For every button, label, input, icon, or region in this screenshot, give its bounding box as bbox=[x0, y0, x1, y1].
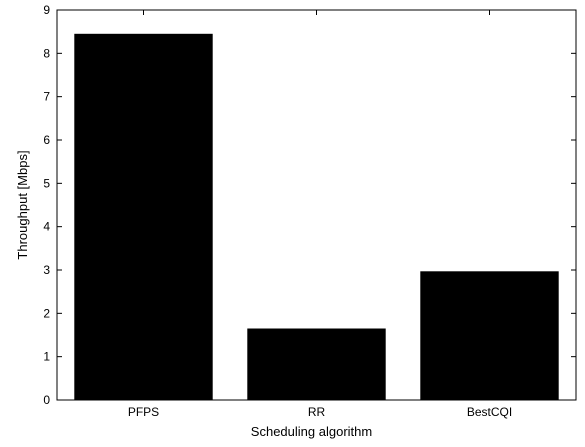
x-tick-label: PFPS bbox=[128, 405, 159, 419]
y-tick-label: 8 bbox=[43, 46, 50, 60]
y-axis-label: Throughput [Mbps] bbox=[15, 150, 30, 259]
y-axis-ticks: 0 1 2 3 4 5 6 7 8 9 bbox=[43, 3, 576, 407]
x-axis-label: Scheduling algorithm bbox=[251, 424, 372, 439]
y-tick-label: 2 bbox=[43, 306, 50, 320]
y-tick-label: 9 bbox=[43, 3, 50, 17]
x-tick-label: BestCQI bbox=[467, 405, 512, 419]
y-tick-label: 0 bbox=[43, 393, 50, 407]
x-axis-ticks: PFPS RR BestCQI bbox=[128, 10, 512, 419]
y-tick-label: 3 bbox=[43, 263, 50, 277]
y-tick-label: 7 bbox=[43, 90, 50, 104]
y-tick-label: 1 bbox=[43, 350, 50, 364]
x-tick-label: RR bbox=[308, 405, 326, 419]
bar-pfps bbox=[74, 33, 213, 401]
y-tick-label: 6 bbox=[43, 133, 50, 147]
bars-group bbox=[74, 33, 559, 401]
y-tick-label: 4 bbox=[43, 220, 50, 234]
bar-bestcqi bbox=[420, 271, 559, 400]
bar-rr bbox=[247, 328, 386, 400]
y-tick-label: 5 bbox=[43, 176, 50, 190]
